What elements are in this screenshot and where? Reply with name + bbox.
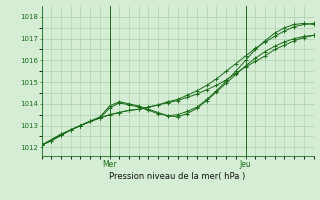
X-axis label: Pression niveau de la mer( hPa ): Pression niveau de la mer( hPa ) [109,172,246,181]
